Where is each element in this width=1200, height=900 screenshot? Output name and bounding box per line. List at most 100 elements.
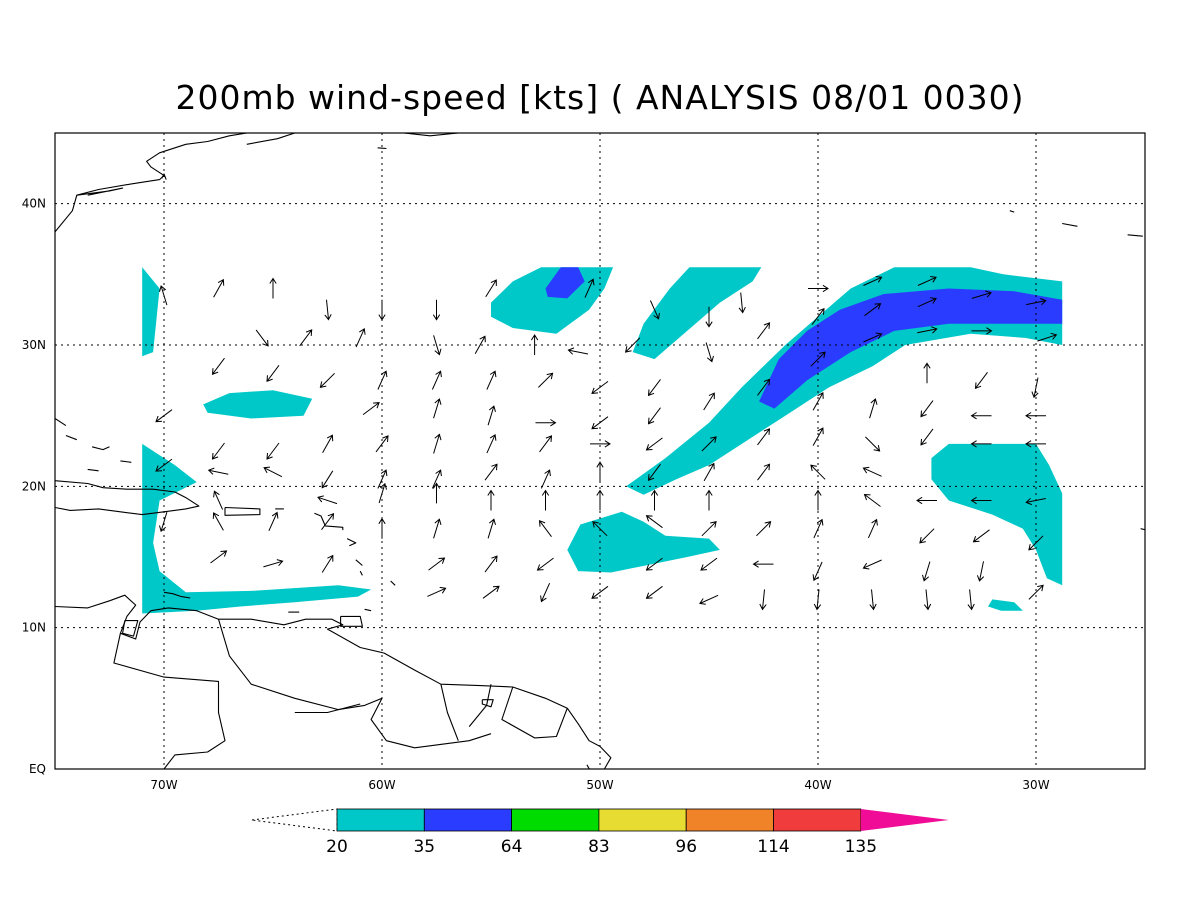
wind-vector-40: [590, 440, 611, 448]
wind-vector-46: [377, 469, 388, 489]
wind-vector-33: [211, 442, 225, 460]
wind-vector-93: [540, 582, 551, 603]
wind-vector-6: [485, 279, 497, 298]
wind-vector-122: [920, 400, 934, 418]
plot-area: [55, 133, 1145, 769]
wind-vector-130: [811, 307, 825, 325]
puerto-rico-coast: [224, 506, 261, 516]
wind-vector-32: [155, 409, 173, 423]
wind-vector-87: [812, 561, 823, 582]
wind-vector-22: [486, 370, 497, 390]
shade-region-20kt-3: [491, 267, 614, 334]
shade-region-20kt-6: [567, 511, 720, 573]
wind-vector-115: [863, 493, 881, 507]
plot-frame: [54, 132, 1146, 770]
wind-vector-135: [810, 351, 826, 367]
tobago-coast: [364, 608, 372, 612]
wind-vector-74: [867, 518, 878, 539]
colombia-border: [113, 633, 226, 769]
colorbar-swatch-3: [598, 808, 687, 832]
wind-vector-66: [433, 518, 442, 539]
wind-vector-52: [213, 490, 224, 510]
shade-region-35kt-9: [545, 267, 585, 299]
wind-vector-59: [650, 489, 659, 511]
wind-vector-28: [487, 405, 496, 426]
colorbar-swatch-0: [336, 808, 425, 832]
wind-vector-45: [321, 470, 334, 489]
wind-vector-85: [700, 557, 718, 571]
wind-vector-21: [431, 370, 442, 390]
nova-scotia-coast: [246, 133, 339, 145]
french-guiana-border: [501, 686, 568, 739]
wind-vector-102: [1028, 584, 1044, 600]
wind-vector-43: [207, 467, 229, 475]
wind-vector-103: [703, 392, 715, 411]
colorbar-label: 135: [845, 837, 877, 857]
wind-vector-96: [699, 594, 719, 605]
wind-vector-27: [433, 398, 442, 419]
wind-vector-113: [1025, 497, 1046, 506]
wind-vector-137: [917, 326, 938, 334]
wind-vector-117: [920, 428, 934, 446]
wind-vector-120: [812, 427, 824, 446]
longitude-ticks: 70W 60W 50W 40W 30W: [150, 778, 1049, 792]
lesser-antilles-1: [346, 538, 357, 547]
wind-vector-128: [1031, 377, 1039, 399]
wind-vector-36: [375, 435, 389, 453]
wind-vector-44: [263, 466, 283, 478]
wind-vector-14: [530, 334, 539, 355]
wind-vector-65: [378, 517, 386, 539]
wind-vector-121: [869, 398, 878, 419]
wind-vector-144: [738, 292, 746, 314]
wind-vector-119: [1025, 440, 1046, 448]
lon-tick-label: 50W: [586, 778, 613, 792]
wind-vector-56: [487, 489, 495, 511]
shade-region-20kt-5: [626, 267, 1063, 495]
wind-vector-49: [540, 469, 551, 489]
lat-tick-label: 10N: [22, 621, 46, 635]
south-america-north-coast-east: [586, 764, 590, 769]
lon-tick-label: 70W: [150, 778, 177, 792]
wind-vector-110: [862, 466, 882, 477]
wind-vector-11: [355, 327, 366, 348]
wind-vector-82: [484, 555, 498, 573]
colorbar-swatch-1: [423, 808, 512, 832]
wind-vector-109: [810, 464, 826, 480]
wind-vector-105: [701, 436, 717, 452]
wind-vector-53: [317, 495, 338, 505]
lesser-antilles-4: [390, 580, 396, 586]
sable-island: [377, 147, 387, 150]
shade-region-20kt-4: [632, 267, 762, 360]
wind-vector-15: [567, 347, 589, 355]
lat-tick-label: 40N: [22, 197, 46, 211]
wind-vector-79: [263, 559, 284, 568]
wind-vector-101: [967, 589, 975, 611]
colorbar-high-triangle: [860, 809, 949, 831]
wind-vector-41: [645, 437, 663, 451]
azores-3: [1127, 234, 1143, 237]
wind-vector-23: [538, 372, 554, 388]
wind-vector-100: [923, 589, 932, 611]
wind-vector-20: [377, 370, 388, 390]
wind-vector-112: [970, 496, 992, 505]
lesser-antilles-3: [359, 570, 363, 576]
wind-vector-61: [159, 511, 168, 533]
wind-vector-69: [592, 521, 608, 537]
reservoir: [481, 699, 494, 708]
wind-vector-95: [645, 585, 663, 599]
shade-region-35kt-10: [759, 288, 1063, 409]
wind-vector-75: [919, 528, 935, 544]
south-america-coast: [55, 594, 612, 769]
azores-2: [1062, 222, 1078, 227]
wind-vector-8: [649, 300, 660, 320]
wind-vector-57: [541, 489, 550, 511]
wind-vector-30: [591, 416, 609, 430]
wind-vector-4: [378, 299, 386, 321]
wind-vector-68: [538, 519, 552, 537]
wind-vector-123: [970, 412, 992, 420]
wind-vector-98: [813, 589, 822, 611]
wind-vector-94: [591, 585, 609, 599]
colorbar-label: 35: [413, 837, 435, 857]
wind-vector-34: [266, 442, 280, 460]
map-title: 200mb wind-speed [kts] ( ANALYSIS 08/01 …: [175, 78, 1025, 117]
